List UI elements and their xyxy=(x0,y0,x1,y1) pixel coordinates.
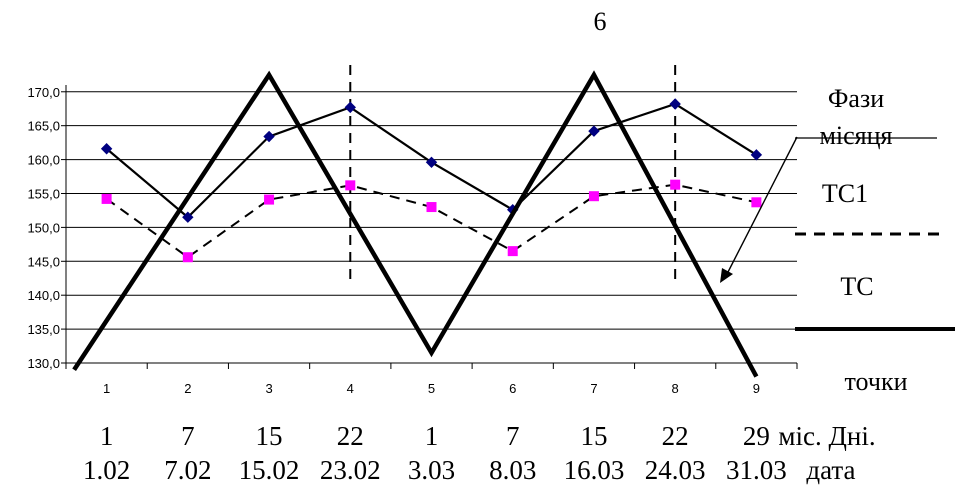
data-point-tc1 xyxy=(670,179,681,190)
y-tick-label: 155,0 xyxy=(27,186,60,201)
data-point-tc1 xyxy=(588,191,599,202)
data-point-tc xyxy=(182,211,194,223)
x-tick-label: 3 xyxy=(265,381,272,396)
data-point-tc xyxy=(425,156,438,169)
day-label: 29 xyxy=(743,421,770,451)
date-label: 7.02 xyxy=(164,455,211,485)
data-point-tc xyxy=(588,125,600,137)
day-label: 22 xyxy=(337,421,364,451)
chart-title: 6 xyxy=(594,7,607,36)
legend-phase-label-2: місяця xyxy=(819,121,892,150)
y-tick-label: 135,0 xyxy=(27,322,60,337)
day-label: 7 xyxy=(181,421,195,451)
x-tick-label: 8 xyxy=(672,381,679,396)
y-tick-label: 150,0 xyxy=(27,220,60,235)
data-point-tc xyxy=(344,101,356,114)
y-axis-ticks: 130,0 135,0 140,0 145,0 150,0 155,0 160,0 165,0… xyxy=(27,85,66,371)
y-tick-label: 170,0 xyxy=(27,85,60,100)
y-tick-label: 165,0 xyxy=(27,119,60,134)
data-point-tc1 xyxy=(345,180,356,191)
x-tick-label: 1 xyxy=(103,381,110,396)
grid-lines xyxy=(66,91,797,364)
data-point-tc1 xyxy=(507,246,518,257)
date-label: 15.02 xyxy=(239,455,300,485)
days-row: 1 7 15 22 1 7 15 22 29 xyxy=(100,421,770,451)
data-point-tc xyxy=(263,130,275,143)
x-tick-label: 4 xyxy=(347,381,354,396)
date-label: 31.03 xyxy=(726,455,787,485)
data-point-tc xyxy=(100,143,113,155)
legend-points-label: точки xyxy=(845,367,908,396)
moon-phase-zigzag xyxy=(72,70,759,378)
date-label: 16.03 xyxy=(564,455,625,485)
data-point-tc1 xyxy=(264,194,275,205)
y-tick-label: 130,0 xyxy=(27,356,60,371)
day-label: 1 xyxy=(100,421,114,451)
y-tick-label: 160,0 xyxy=(27,153,60,168)
data-point-tc1 xyxy=(101,193,112,204)
days-row-caption: міс. Дні. xyxy=(778,421,875,451)
day-label: 1 xyxy=(425,421,439,451)
x-axis-ticks: 1 2 3 4 5 6 7 8 9 xyxy=(65,363,798,396)
series-tc1 xyxy=(101,179,762,263)
day-label: 7 xyxy=(506,421,520,451)
day-label: 22 xyxy=(662,421,689,451)
y-tick-label: 145,0 xyxy=(27,254,60,269)
data-point-tc1 xyxy=(751,197,762,208)
day-label: 15 xyxy=(580,421,607,451)
legend-phase-label-1: Фази xyxy=(828,84,884,113)
y-tick-label: 140,0 xyxy=(27,288,60,303)
day-label: 15 xyxy=(256,421,283,451)
date-label: 24.03 xyxy=(645,455,706,485)
data-point-tc1 xyxy=(426,202,437,213)
data-point-tc xyxy=(669,98,681,110)
data-point-tc xyxy=(750,149,763,161)
date-label: 3.03 xyxy=(408,455,455,485)
legend-tc-label: ТС xyxy=(840,272,873,301)
x-tick-label: 2 xyxy=(184,381,191,396)
data-point-tc1 xyxy=(182,252,193,263)
date-label: 1.02 xyxy=(83,455,130,485)
x-tick-label: 7 xyxy=(590,381,597,396)
legend-tc1-label: ТС1 xyxy=(822,179,868,208)
moon-phase-line xyxy=(72,70,759,378)
dates-row: 1.02 7.02 15.02 23.02 3.03 8.03 16.03 24.03 31.0… xyxy=(83,455,787,485)
x-tick-label: 5 xyxy=(428,381,435,396)
date-label: 8.03 xyxy=(489,455,536,485)
legend-arrow xyxy=(720,136,798,283)
dates-row-caption: дата xyxy=(806,455,855,485)
date-label: 23.02 xyxy=(320,455,381,485)
x-tick-label: 6 xyxy=(509,381,516,396)
x-tick-label: 9 xyxy=(753,381,760,396)
